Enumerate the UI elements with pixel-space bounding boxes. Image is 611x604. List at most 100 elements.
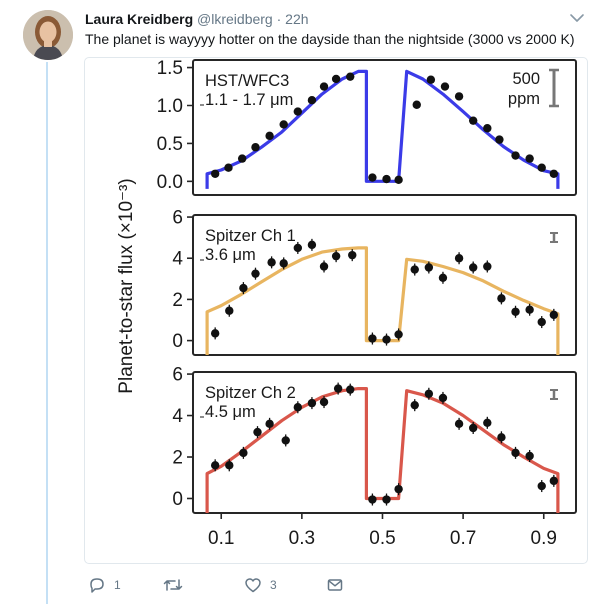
panel-1-data-point [279,120,288,129]
panel-1-data-point [319,82,329,91]
panel-3-data-point [307,398,317,408]
panel-3-data-point [253,427,262,437]
panel-2-data-point [549,310,559,320]
chevron-down-icon[interactable] [568,11,586,25]
panel-1-data-point [331,74,341,84]
panel-3-data-point [265,419,274,429]
panel-3-y-tick-label: 6 [172,365,183,386]
panel-2-y-tick-label: 2 [172,290,183,311]
avatar[interactable] [23,10,73,60]
panel-3-data-point [239,448,248,458]
panel-3-data-point [319,397,329,407]
panel-3-y-tick-label: 4 [172,406,183,427]
panel-2-data-point [468,263,478,272]
timestamp[interactable]: 22h [285,11,309,27]
panel-1-data-point [394,175,403,185]
panel-1-data-point [210,169,220,178]
panel-2-data-point [307,240,317,250]
panel-2-data-point [394,330,403,339]
panel-1-data-point [382,174,391,184]
panel-1-data-point [251,143,260,152]
separator-dot: · [276,11,282,27]
like-count: 3 [270,578,277,592]
panel-3-data-point [346,385,355,394]
panel-2-frame [192,214,577,356]
tweet-media-chart[interactable]: Planet-to-star flux (×10⁻³) 0.0 0.5 1.0 1.5… [84,57,588,564]
panel-1-data-point [265,131,274,141]
author-handle[interactable]: @lkreidberg [197,11,273,27]
panel-2-data-point [348,250,357,260]
panel-3-data-point [382,495,391,504]
panel-2-data-point [410,265,419,274]
panel-2-data-point [251,269,260,278]
panel-3-data-point [497,433,506,442]
retweet-icon [162,576,184,594]
reply-button[interactable]: 1 [88,574,121,596]
x-tick-label: 0.1 [208,528,234,549]
panel-3-data-point [438,393,448,403]
direct-message-button[interactable] [326,574,344,596]
panel-1-data-point [412,100,421,109]
panel-3-data-point [210,461,220,470]
x-tick-label: 0.5 [369,528,395,549]
tweet-actions: 1 3 [84,574,384,598]
avatar-photo [23,10,73,60]
x-tick-label: 0.7 [450,528,476,549]
panel-2-data-point [368,334,377,343]
heart-icon [244,576,262,594]
panel-2-instrument-label: Spitzer Ch 1 [205,227,296,245]
panel-2-data-point [382,335,391,344]
panel-1-data-point [307,95,317,105]
panel-3-y-tick-label: 0 [172,489,183,510]
panel-2-data-point [239,283,248,293]
y-axis-label: Planet-to-star flux (×10⁻³) [116,178,137,393]
panel-3-data-point [549,476,559,486]
reply-icon [88,576,106,594]
like-button[interactable]: 3 [244,574,277,596]
panel-1-wavelength-label: 1.1 - 1.7 μm [205,91,293,109]
panel-2-data-point [267,258,276,267]
retweet-button[interactable] [162,574,192,596]
chart-figure: Planet-to-star flux (×10⁻³) 0.0 0.5 1.0 1.5… [116,58,577,549]
panel-2-data-point [537,317,546,327]
panel-2-data-point [293,243,303,253]
panel-1-y-tick-label: 1.5 [157,58,183,79]
panel-1-data-point [483,124,492,133]
panel-1-data-point [454,92,464,101]
panel-2-data-point [511,307,520,316]
author-name[interactable]: Laura Kreidberg [85,11,194,27]
panel-3-data-point [525,451,534,461]
panel-1-data-point [440,82,450,91]
panel-2-data-point [424,263,434,272]
panel-3-data-point [394,484,403,494]
panel-1-data-point [525,154,534,163]
panel-2-data-point [525,305,534,314]
panel-3-data-point [293,403,303,412]
panel-1-data-point [468,116,478,125]
panel-3-data-point [225,461,234,470]
panel-1-instrument-label: HST/WFC3 [205,72,289,90]
panel-1-data-point [293,107,303,116]
scale-bar-value: 500 [512,70,540,88]
panel-3-model-line [205,387,560,513]
panel-2-y-tick-label: 4 [172,249,183,270]
thread-line [46,62,48,604]
tweet-header: Laura Kreidberg @lkreidberg · 22h [85,10,309,28]
panel-2-data-point [210,329,220,338]
panel-1-data-point [346,72,355,81]
tweet-text: The planet is wayyyy hotter on the daysi… [85,31,575,47]
panel-1-data-point [224,163,233,172]
panel-3-data-point [368,495,377,504]
scale-bar-unit: ppm [508,90,540,108]
panel-2-data-point [331,251,341,261]
panel-1-data-point [495,135,504,144]
panel-1-y-tick-label: 0.5 [157,134,183,155]
panel-1-data-point [511,151,520,160]
panel-1-data-point [549,169,559,178]
panel-1-model-line [205,69,560,189]
panel-3-instrument-label: Spitzer Ch 2 [205,384,296,402]
panel-3-data-point [410,400,419,410]
panel-3-data-point [333,384,343,393]
panel-1-y-tick-label: 1.0 [157,96,183,117]
panel-3-data-point [454,419,464,429]
